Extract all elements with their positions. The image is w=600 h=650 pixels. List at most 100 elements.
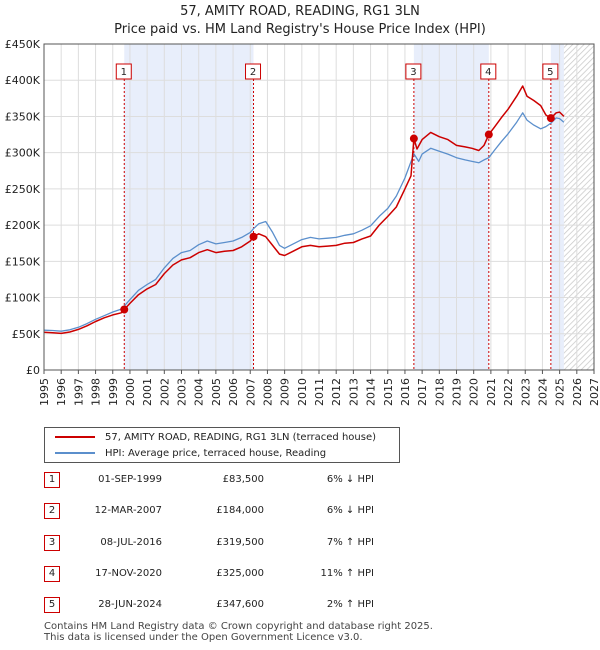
x-tick-label: 1998	[90, 378, 103, 406]
x-tick-label: 2013	[347, 378, 360, 406]
x-tick-label: 2008	[261, 378, 274, 406]
table-row: 2 12-MAR-2007 £184,000 6% ↓ HPI	[44, 503, 404, 523]
ownership-shade	[550, 44, 564, 370]
x-tick-label: 1995	[38, 378, 51, 406]
sale-number: 1	[44, 472, 60, 488]
sale-date: 08-JUL-2016	[100, 537, 162, 548]
x-tick-label: 2017	[416, 378, 429, 406]
x-tick-label: 2002	[158, 378, 171, 406]
sale-number: 5	[44, 597, 60, 613]
title-line-1: 57, AMITY ROAD, READING, RG1 3LN	[180, 4, 420, 19]
sale-number-box	[542, 63, 559, 80]
sale-price: £319,500	[216, 537, 264, 548]
x-tick-label: 2003	[176, 378, 189, 406]
footer-attribution: Contains HM Land Registry data © Crown c…	[44, 621, 433, 643]
legend-swatch-property	[55, 436, 95, 438]
x-tick-label: 2018	[433, 378, 446, 406]
table-row: 5 28-JUN-2024 £347,600 2% ↑ HPI	[44, 597, 404, 617]
x-tick-label: 2000	[124, 378, 137, 406]
sale-point-dot	[546, 114, 555, 123]
footer-line-1: Contains HM Land Registry data © Crown c…	[44, 621, 433, 632]
x-tick-label: 1996	[55, 378, 68, 406]
sale-date: 12-MAR-2007	[94, 505, 162, 516]
sale-point-dot	[120, 305, 129, 314]
legend-label-hpi: HPI: Average price, terraced house, Read…	[105, 447, 327, 459]
sale-number: 2	[44, 503, 60, 519]
legend-label-property: 57, AMITY ROAD, READING, RG1 3LN (terrac…	[105, 431, 376, 443]
legend-item-hpi: HPI: Average price, terraced house, Read…	[55, 446, 326, 460]
sale-price: £184,000	[216, 505, 264, 516]
legend: 57, AMITY ROAD, READING, RG1 3LN (terrac…	[44, 427, 400, 463]
x-tick-label: 2001	[141, 378, 154, 406]
y-tick-label: £450K	[5, 38, 41, 51]
y-tick-label: £400K	[5, 74, 41, 87]
x-tick-label: 1999	[107, 378, 120, 406]
table-row: 3 08-JUL-2016 £319,500 7% ↑ HPI	[44, 535, 404, 555]
property-price-line	[43, 85, 565, 335]
sale-point-dot	[409, 134, 418, 143]
x-tick-label: 2027	[588, 378, 600, 406]
legend-item-property: 57, AMITY ROAD, READING, RG1 3LN (terrac…	[55, 430, 376, 444]
x-tick-label: 2015	[382, 378, 395, 406]
sale-point-4: 4	[480, 63, 497, 139]
sale-number-box	[245, 63, 262, 80]
table-row: 4 17-NOV-2020 £325,000 11% ↑ HPI	[44, 566, 404, 586]
x-tick-label: 2023	[519, 378, 532, 406]
x-tick-label: 2022	[502, 378, 515, 406]
y-tick-label: £0	[26, 364, 40, 377]
sale-point-2: 2	[245, 63, 262, 241]
x-tick-label: 2021	[485, 378, 498, 406]
x-tick-label: 2011	[313, 378, 326, 406]
sale-number-label: 5	[547, 67, 553, 78]
sale-number: 4	[44, 566, 60, 582]
sale-number-label: 1	[121, 67, 127, 78]
x-tick-label: 2009	[279, 378, 292, 406]
sale-date: 17-NOV-2020	[95, 568, 162, 579]
y-tick-label: £250K	[5, 183, 41, 196]
ownership-shade	[124, 44, 254, 370]
sale-price: £347,600	[216, 599, 264, 610]
sale-number-label: 2	[250, 67, 256, 78]
sale-point-3: 3	[405, 63, 422, 143]
footer-line-2: This data is licensed under the Open Gov…	[44, 632, 363, 643]
title-line-2: Price paid vs. HM Land Registry's House …	[114, 22, 486, 37]
x-tick-label: 2020	[468, 378, 481, 406]
hpi-line	[43, 112, 565, 332]
sale-number-label: 3	[410, 67, 416, 78]
sale-point-5: 5	[542, 63, 559, 123]
y-tick-label: £300K	[5, 147, 41, 160]
x-tick-label: 2005	[210, 378, 223, 406]
sale-hpi-diff: 11% ↑ HPI	[320, 568, 374, 579]
y-tick-label: £150K	[5, 255, 41, 268]
x-tick-label: 2004	[193, 378, 206, 406]
y-tick-label: £50K	[12, 328, 41, 341]
x-tick-label: 2010	[296, 378, 309, 406]
sale-number-label: 4	[485, 67, 491, 78]
sale-hpi-diff: 6% ↓ HPI	[326, 505, 374, 516]
sale-point-dot	[249, 232, 258, 241]
sale-number-box	[480, 63, 497, 80]
x-tick-label: 2019	[451, 378, 464, 406]
sale-hpi-diff: 7% ↑ HPI	[326, 537, 374, 548]
sale-number-box	[405, 63, 422, 80]
x-tick-label: 2007	[244, 378, 257, 406]
y-tick-label: £100K	[5, 292, 41, 305]
price-chart: £0 £50K £100K £150K £200K £250K £300K £350K £400…	[5, 38, 600, 406]
sale-point-1: 1	[115, 63, 132, 314]
x-tick-label: 2012	[330, 378, 343, 406]
plot-frame	[43, 43, 595, 371]
sale-price: £325,000	[216, 568, 264, 579]
x-tick-label: 2024	[536, 378, 549, 406]
sale-hpi-diff: 6% ↓ HPI	[326, 474, 374, 485]
chart-title: 57, AMITY ROAD, READING, RG1 3LN Price p…	[0, 3, 600, 39]
sale-number: 3	[44, 535, 60, 551]
x-tick-label: 2025	[554, 378, 567, 406]
sale-number-box	[115, 63, 132, 80]
y-tick-label: £200K	[5, 219, 41, 232]
sale-point-dot	[484, 130, 493, 139]
y-tick-label: £350K	[5, 110, 41, 123]
sale-price: £83,500	[222, 474, 264, 485]
sale-date: 28-JUN-2024	[98, 599, 162, 610]
x-tick-label: 2014	[365, 378, 378, 406]
x-tick-label: 1997	[72, 378, 85, 406]
